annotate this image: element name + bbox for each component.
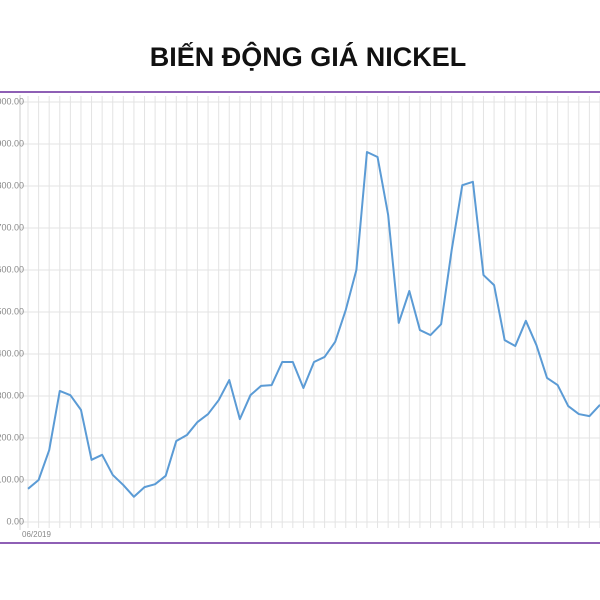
x-tick-label: 06/2019: [22, 530, 51, 539]
y-tick-label: 800.00: [0, 180, 24, 190]
y-tick-label: 400.00: [0, 348, 24, 358]
y-tick-label: 900.00: [0, 138, 24, 148]
y-tick-label: 700.00: [0, 222, 24, 232]
y-tick-label: 500.00: [0, 306, 24, 316]
price-line: [27, 150, 600, 498]
chart-title: BIẾN ĐỘNG GIÁ NICKEL: [150, 41, 467, 72]
y-tick-label: 200.00: [0, 432, 24, 442]
y-tick-label: 0.00: [6, 516, 24, 526]
y-tick-label: 100.00: [0, 474, 24, 484]
y-tick-label: 1000.00: [0, 96, 24, 106]
y-tick-label: 300.00: [0, 390, 24, 400]
y-tick-label: 600.00: [0, 264, 24, 274]
